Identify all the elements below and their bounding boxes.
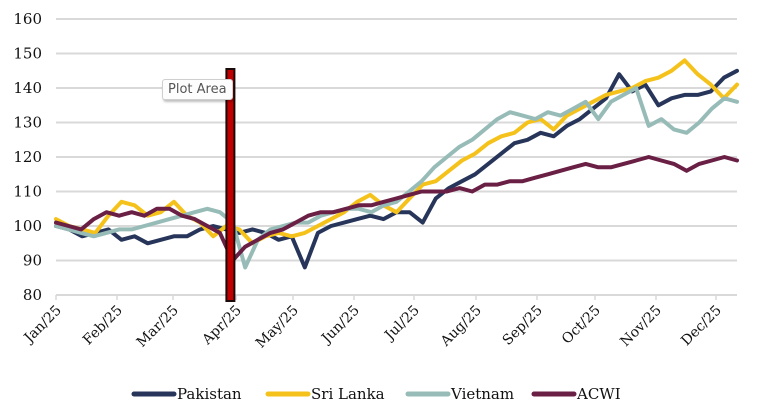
x-tick-label: Jul/25 — [381, 303, 423, 345]
y-axis-ticks: 80 90 100 110 120 130 140 150 160 — [13, 10, 42, 304]
x-tick-label: Dec/25 — [678, 303, 725, 350]
x-tick-label: Jun/25 — [317, 303, 362, 348]
y-tick-label: 80 — [23, 286, 42, 304]
plot-area-tooltip: Plot Area — [162, 79, 233, 100]
series-line-vietnam — [54, 86, 739, 270]
y-tick-label: 100 — [13, 217, 42, 235]
x-tick-label: Aug/25 — [437, 303, 485, 351]
x-tick-label: Nov/25 — [617, 303, 664, 350]
x-tick-label: May/25 — [253, 303, 302, 352]
y-tick-label: 160 — [13, 10, 42, 28]
series-lines — [54, 58, 739, 270]
x-tick-label: Oct/25 — [559, 303, 604, 348]
legend-label: Vietnam — [450, 385, 514, 403]
vertical-marker-bar[interactable] — [225, 68, 236, 302]
legend-label: Pakistan — [177, 385, 242, 403]
y-tick-label: 120 — [13, 148, 42, 166]
legend-label: Sri Lanka — [311, 385, 385, 403]
y-tick-label: 140 — [13, 79, 42, 97]
x-axis: Jan/25 Feb/25 Mar/25 Apr/25 May/25 Jun/25 Jul/… — [20, 295, 725, 351]
x-tick-label: Apr/25 — [199, 303, 245, 349]
vertical-marker[interactable] — [225, 68, 236, 302]
series-line-acwi — [54, 155, 739, 263]
x-tick-label: Mar/25 — [134, 303, 182, 351]
series-line-sri-lanka — [54, 58, 739, 246]
legend: Pakistan Sri Lanka Vietnam ACWI — [131, 385, 621, 403]
gridlines — [56, 18, 737, 296]
x-tick-label: Feb/25 — [80, 303, 126, 349]
y-tick-label: 110 — [13, 183, 42, 201]
y-tick-label: 90 — [23, 252, 42, 270]
series-line-pakistan — [54, 68, 739, 270]
x-tick-label: Sep/25 — [500, 303, 546, 349]
x-tick-label: Jan/25 — [20, 303, 65, 348]
y-tick-label: 150 — [13, 45, 42, 63]
legend-label: ACWI — [576, 385, 621, 403]
y-tick-label: 130 — [13, 114, 42, 132]
